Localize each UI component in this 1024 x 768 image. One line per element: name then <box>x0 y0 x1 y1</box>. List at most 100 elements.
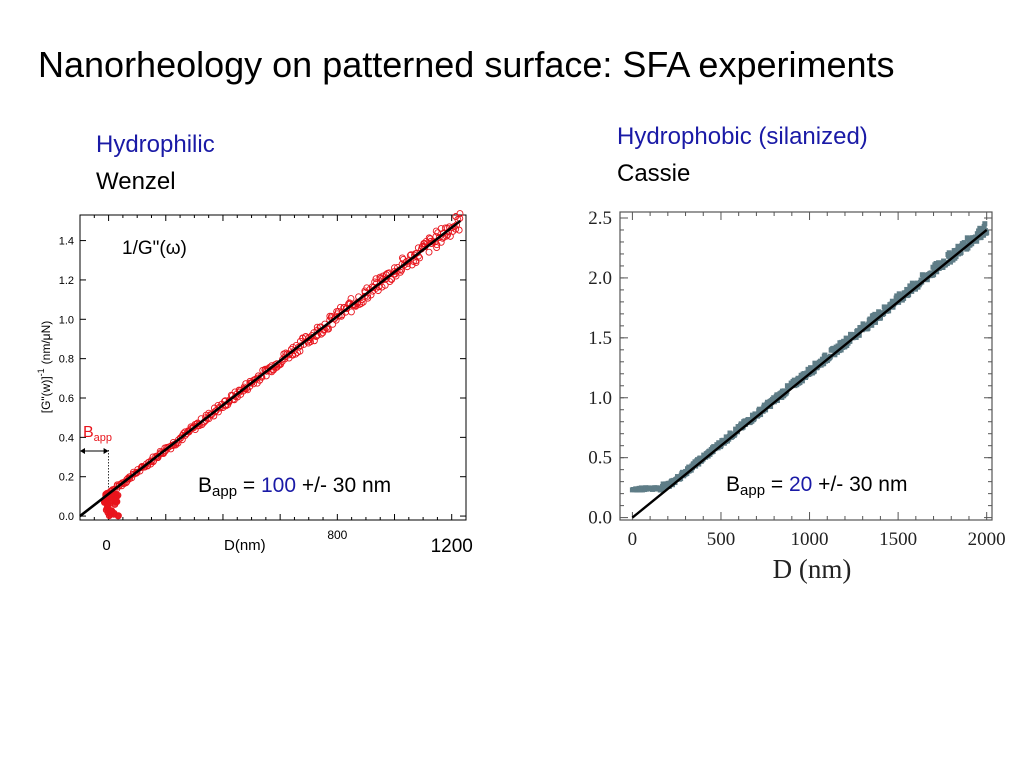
left-data-point <box>212 407 220 415</box>
left-data-point <box>416 254 424 262</box>
right-data-point <box>686 464 692 470</box>
left-annotation: 1/G"(ω) <box>122 238 187 259</box>
left-data-point <box>307 338 314 346</box>
right-data-point <box>727 430 733 436</box>
left-data-point <box>175 436 182 444</box>
right-data-point <box>865 325 871 331</box>
left-data-point <box>357 299 365 307</box>
left-data-point <box>398 254 406 262</box>
right-bapp-eq: = <box>765 473 789 496</box>
left-data-point <box>296 347 304 355</box>
right-plot-frame <box>619 211 993 521</box>
left-data-point <box>319 329 327 337</box>
right-subheading: Cassie <box>617 160 691 187</box>
left-heading: Hydrophilic <box>96 131 215 158</box>
right-data-point <box>944 261 950 267</box>
left-fit-line <box>79 219 462 518</box>
left-x-tick-label: 1200 <box>431 536 473 557</box>
right-data-point <box>819 356 825 362</box>
left-cluster-point <box>111 497 119 505</box>
left-ylabel-unit: (nm/μN) <box>39 321 53 365</box>
left-y-axis: 0.0 0.2 0.4 0.6 0.8 1.0 1.2 1.4 <box>59 236 466 523</box>
right-bapp-value: 20 <box>789 473 812 496</box>
left-bapp-value: 100 <box>261 474 296 497</box>
right-data-point <box>976 228 982 234</box>
right-heading: Hydrophobic (silanized) <box>617 123 868 150</box>
left-data-point <box>425 234 433 242</box>
left-data-point <box>396 268 404 276</box>
slide-title: Nanorheology on patterned surface: SFA e… <box>38 44 895 85</box>
left-x-tick-label: 0 <box>102 537 110 554</box>
left-data-point <box>421 240 429 248</box>
right-data-point <box>982 221 988 227</box>
right-y-axis: 0.0 0.5 1.0 1.5 2.0 2.5 <box>588 208 992 529</box>
left-data-point <box>425 248 433 256</box>
bapp-arrow-head-right <box>103 448 109 454</box>
right-data-point <box>836 343 842 349</box>
left-bapp-marker: Bapp <box>79 424 112 517</box>
left-subheading: Wenzel <box>96 168 176 195</box>
right-x-tick-label: 1000 <box>791 529 829 550</box>
right-x-axis: 0 500 1000 1500 2000 <box>628 212 1006 550</box>
left-ylabel-sup: -1 <box>36 368 46 376</box>
left-bapp-result: Bapp = 100 +/- 30 nm <box>198 474 391 500</box>
svg-text:Bapp = 20 +/- 30 nm: Bapp = 20 +/- 30 nm <box>726 473 907 499</box>
right-data-points <box>629 221 990 493</box>
left-cluster-point <box>100 498 108 506</box>
right-data-point <box>838 347 844 353</box>
left-y-axis-label: [G"(w)]-1 (nm/μN) <box>36 321 53 414</box>
right-x-tick-label: 2000 <box>968 529 1006 550</box>
left-data-point <box>279 355 287 363</box>
left-bapp-eq: = <box>237 474 261 497</box>
left-y-tick-label: 1.0 <box>59 314 74 326</box>
left-data-point <box>367 291 375 299</box>
bapp-label-sub: app <box>94 432 112 444</box>
left-data-point <box>456 210 464 217</box>
right-data-point <box>876 309 882 315</box>
left-x-tick-label: 800 <box>327 528 347 542</box>
left-ylabel-main: [G"(w)] <box>39 376 53 413</box>
right-data-point <box>958 249 964 255</box>
right-x-tick-label: 500 <box>707 529 736 550</box>
right-data-point <box>909 280 915 286</box>
right-data-point <box>965 245 971 251</box>
left-chart: 0.0 0.2 0.4 0.6 0.8 1.0 1.2 1.4 0 800 1200 Bapp 1… <box>36 210 473 557</box>
left-data-point <box>381 281 389 289</box>
left-y-tick-label: 1.2 <box>59 275 74 287</box>
left-bapp-sub: app <box>212 483 237 500</box>
right-chart: 0.0 0.5 1.0 1.5 2.0 2.5 0 500 1000 1500 2000 D (n… <box>588 208 1005 584</box>
left-data-point <box>412 259 420 267</box>
left-y-tick-label: 0.8 <box>59 354 74 366</box>
right-data-point <box>974 238 980 244</box>
right-data-point <box>953 254 959 260</box>
right-y-tick-label: 0.5 <box>588 448 612 469</box>
left-y-tick-label: 0.0 <box>59 511 74 523</box>
right-y-tick-label: 2.0 <box>588 268 612 289</box>
right-y-tick-label: 2.5 <box>588 208 612 229</box>
left-bapp-err: +/- 30 nm <box>296 474 391 497</box>
right-x-tick-label: 0 <box>628 529 638 550</box>
right-data-point <box>873 319 879 325</box>
left-y-tick-label: 1.4 <box>59 236 74 248</box>
left-y-tick-label: 0.4 <box>59 432 74 444</box>
right-data-point <box>961 240 967 246</box>
left-data-point <box>372 275 380 283</box>
bapp-arrow-head-left <box>80 448 85 454</box>
right-bapp-result: Bapp = 20 +/- 30 nm <box>726 473 907 499</box>
left-data-point <box>347 295 355 303</box>
left-cluster-point <box>110 510 118 518</box>
left-x-axis-label: D(nm) <box>224 537 266 554</box>
right-data-point <box>841 338 847 344</box>
right-data-point <box>856 332 862 338</box>
left-data-point <box>452 225 460 233</box>
right-data-point <box>812 360 818 366</box>
right-bapp-main: B <box>726 473 740 496</box>
right-data-point <box>981 223 987 229</box>
right-data-point <box>931 272 937 278</box>
left-bapp-main: B <box>198 474 212 497</box>
bapp-label: Bapp <box>83 424 112 444</box>
right-y-tick-label: 0.0 <box>588 508 612 529</box>
left-data-point <box>408 261 416 269</box>
right-x-axis-label: D (nm) <box>773 554 852 584</box>
right-data-point <box>979 226 985 232</box>
